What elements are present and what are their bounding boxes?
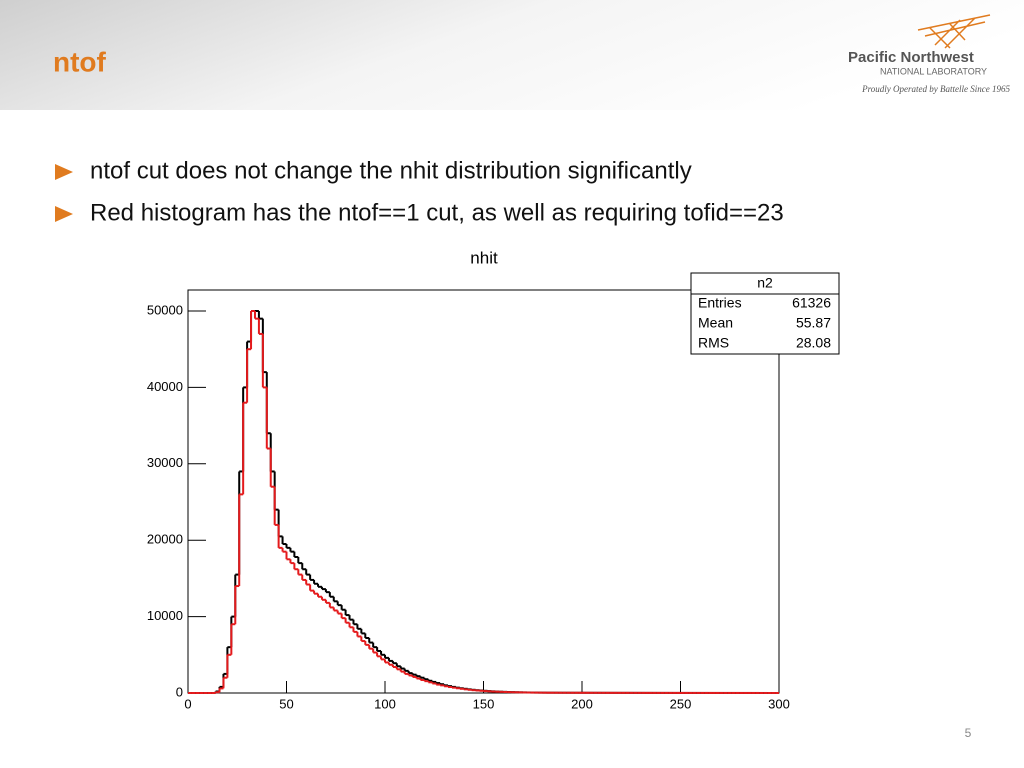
logo-tagline: Proudly Operated by Battelle Since 1965: [861, 84, 1010, 94]
x-tick-label: 100: [374, 696, 396, 711]
y-tick-label: 50000: [147, 302, 183, 317]
x-tick-label: 50: [279, 696, 293, 711]
chart-title: nhit: [470, 248, 498, 267]
stats-box: [690, 272, 840, 355]
bullet-icon: [55, 164, 73, 180]
slide-title: ntof: [53, 46, 107, 77]
logo-name: Pacific Northwest: [848, 49, 974, 66]
logo-sub: NATIONAL LABORATORY: [880, 66, 987, 76]
logo-icon: [917, 14, 991, 49]
stats-value: 55.87: [796, 315, 831, 331]
x-tick-label: 0: [184, 696, 191, 711]
header-band: [0, 0, 1024, 110]
stats-label: Mean: [698, 315, 733, 331]
x-tick-label: 150: [473, 696, 495, 711]
stats-label: RMS: [698, 335, 729, 351]
histogram-riser: [214, 311, 769, 693]
y-tick-label: 40000: [147, 379, 183, 394]
page-number: 5: [965, 726, 972, 740]
bullet-text: ntof cut does not change the nhit distri…: [90, 157, 692, 184]
bullet-icon: [55, 206, 73, 222]
histogram-series: [188, 310, 779, 694]
x-tick-label: 250: [670, 696, 692, 711]
y-tick-label: 0: [176, 684, 183, 699]
stats-title: n2: [757, 275, 773, 291]
histogram-riser: [214, 311, 761, 693]
y-tick-label: 20000: [147, 532, 183, 547]
y-tick-label: 10000: [147, 608, 183, 623]
stats-rows: Entries 61326 Mean 55.87 RMS 28.08: [698, 295, 831, 351]
stats-value: 28.08: [796, 335, 831, 351]
plot-frame: [187, 289, 780, 694]
y-tick-label: 30000: [147, 455, 183, 470]
x-tick-label: 200: [571, 696, 593, 711]
stats-value: 61326: [792, 295, 831, 311]
x-tick-label: 300: [768, 696, 790, 711]
stats-label: Entries: [698, 295, 742, 311]
histogram-series: [188, 310, 779, 694]
plot: 0 50 100 150 200 250 300 0 10000 20000 30000 40000 5…: [147, 302, 790, 711]
bullet-text: Red histogram has the ntof==1 cut, as we…: [90, 199, 784, 226]
